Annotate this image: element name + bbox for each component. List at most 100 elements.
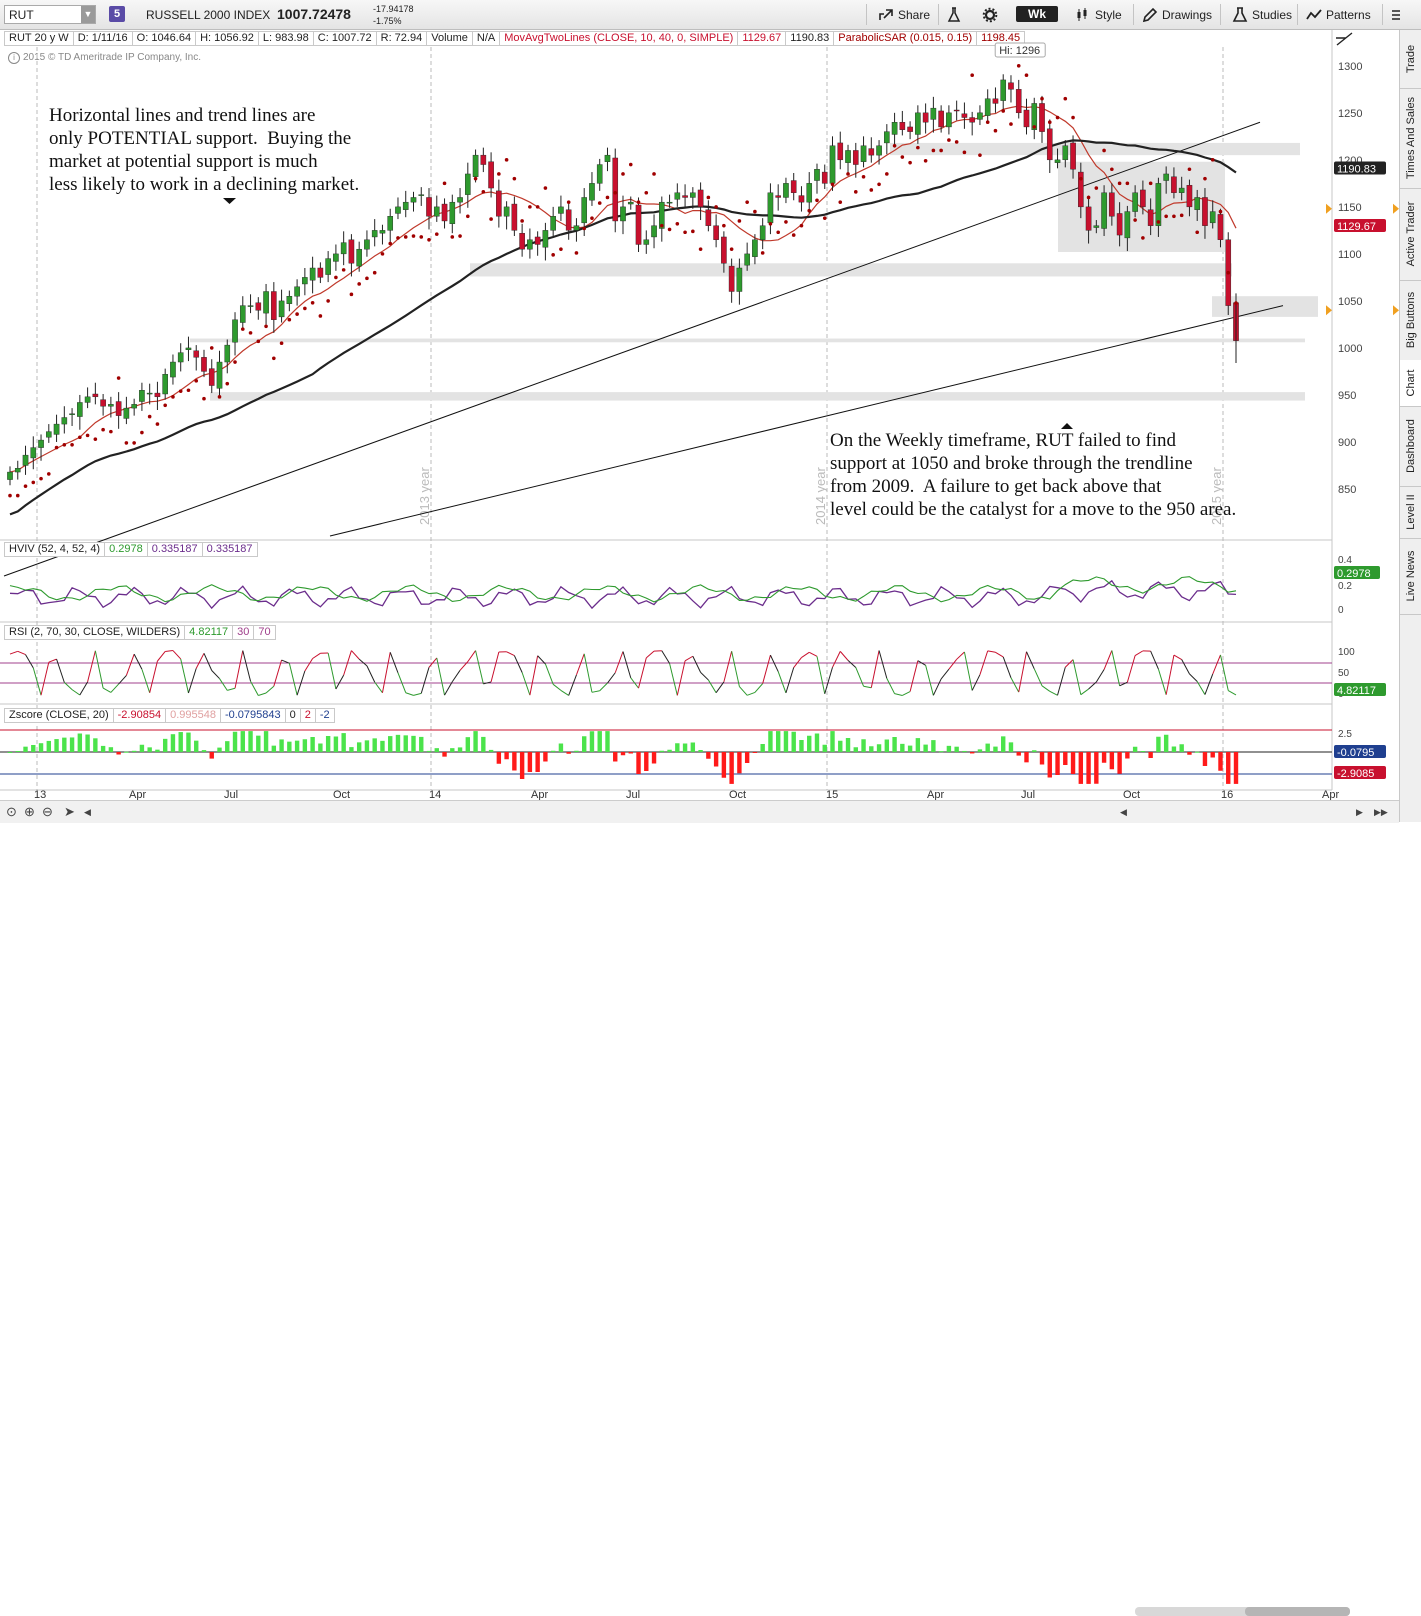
zscore-bar [636, 752, 640, 774]
scroll-left-icon[interactable]: ◀ [84, 807, 91, 818]
zscore-bar [807, 736, 811, 752]
zscore-name[interactable]: Zscore (CLOSE, 20) [4, 708, 114, 723]
tab-big-buttons[interactable]: Big Buttons [1400, 280, 1421, 361]
sar-dot [544, 186, 548, 190]
sar-dot [1188, 167, 1192, 171]
x-tick-label: 15 [826, 789, 838, 800]
tab-level-ii[interactable]: Level II [1400, 486, 1421, 539]
tab-dashboard[interactable]: Dashboard [1400, 406, 1421, 487]
scroll-thumb[interactable] [1245, 1607, 1350, 1616]
zscore-bar [1234, 752, 1238, 784]
rsi-segment [258, 693, 266, 695]
rsi-segment [553, 684, 561, 690]
candle-body [698, 190, 703, 207]
candle-body [201, 357, 206, 371]
zscore-bar [504, 752, 508, 759]
zscore-bar [784, 731, 788, 752]
tab-label: Chart [1405, 370, 1417, 397]
sar-dot [621, 172, 625, 176]
zscore-bar [1148, 752, 1152, 758]
scroll-left-icon[interactable]: ◀ [1120, 807, 1127, 818]
candle-body [488, 162, 493, 188]
candle-body [527, 240, 532, 249]
tab-live-news[interactable]: Live News [1400, 538, 1421, 615]
candle-body [954, 110, 959, 111]
zscore-bar [233, 732, 237, 752]
zscore-bar [179, 732, 183, 752]
rsi-name[interactable]: RSI (2, 70, 30, CLOSE, WILDERS) [4, 625, 185, 640]
zscore-bar [466, 737, 470, 752]
candle-body [1047, 129, 1052, 160]
cursor-icon[interactable]: ➤ [64, 804, 75, 820]
sar-dot [1040, 97, 1044, 101]
sar-dot [132, 441, 136, 445]
sar-dot [156, 422, 160, 426]
zscore-bar [768, 731, 772, 752]
zoom-in-icon[interactable]: ⊕ [24, 804, 35, 820]
zscore-bar [31, 745, 35, 752]
sar-dot [497, 172, 501, 176]
hviv-name[interactable]: HVIV (52, 4, 52, 4) [4, 542, 105, 557]
tab-trade[interactable]: Trade [1400, 30, 1421, 89]
price-marker [1326, 204, 1332, 214]
zscore-bar [1218, 752, 1222, 771]
sar-dot [637, 200, 641, 204]
zscore-bar [225, 741, 229, 752]
candle-body [108, 404, 113, 406]
zscore-bar [1055, 752, 1059, 775]
zscore-bar [1048, 752, 1052, 778]
zscore-bar [729, 752, 733, 784]
candle-body [729, 266, 734, 291]
sar-dot [1141, 236, 1145, 240]
time-scrollbar[interactable] [1135, 1607, 1350, 1616]
candle-body [263, 292, 268, 314]
sar-dot [272, 356, 276, 360]
tab-chart[interactable]: Chart [1400, 360, 1421, 407]
rsi-segment [902, 692, 910, 696]
rsi-segment [639, 658, 647, 688]
rsi-segment [80, 682, 88, 695]
zoom-out-icon[interactable]: ⊖ [42, 804, 53, 820]
x-tick-label: Oct [333, 789, 350, 800]
x-tick-label: Oct [729, 789, 746, 800]
rsi-segment [957, 652, 965, 659]
scroll-right-icon[interactable]: ▶ [1356, 807, 1363, 818]
candle-body [194, 351, 199, 358]
sar-dot [1157, 220, 1161, 224]
rsi-segment [592, 691, 600, 693]
candle-body [651, 226, 656, 237]
zscore-bar [140, 745, 144, 752]
zscore-bar [1172, 747, 1176, 753]
sar-dot [280, 341, 284, 345]
rsi-segment [716, 682, 724, 693]
zscore-bar [512, 752, 516, 771]
x-tick-label: 16 [1221, 789, 1233, 800]
rsi-segment [491, 652, 499, 682]
sar-dot [676, 222, 680, 226]
zscore-bar [574, 751, 578, 752]
candle-body [690, 193, 695, 198]
sar-dot [838, 200, 842, 204]
rsi-segment [1158, 669, 1166, 695]
zscore-bar [1086, 752, 1090, 784]
candle-body [7, 472, 12, 480]
tab-active-trader[interactable]: Active Trader [1400, 188, 1421, 281]
rsi-value: 4.82117 [184, 625, 233, 640]
rsi-segment [41, 662, 49, 695]
candle-body [132, 404, 137, 408]
candle-body [908, 127, 913, 132]
zscore-bar [341, 733, 345, 752]
x-tick-label: Apr [927, 789, 944, 800]
zscore-bar [706, 752, 710, 759]
candle-body [737, 268, 742, 292]
zscore-bar [419, 737, 423, 752]
zscore-bar [155, 750, 159, 752]
tab-times-and-sales[interactable]: Times And Sales [1400, 88, 1421, 189]
expand-icon[interactable]: ▶▶ [1374, 807, 1388, 818]
sar-dot [606, 196, 610, 200]
zoom-icon[interactable]: ⊙ [6, 804, 17, 820]
sar-dot [1172, 214, 1176, 218]
sar-dot [1095, 186, 1099, 190]
x-tick-label: Apr [1322, 789, 1339, 800]
candle-body [1164, 174, 1169, 181]
